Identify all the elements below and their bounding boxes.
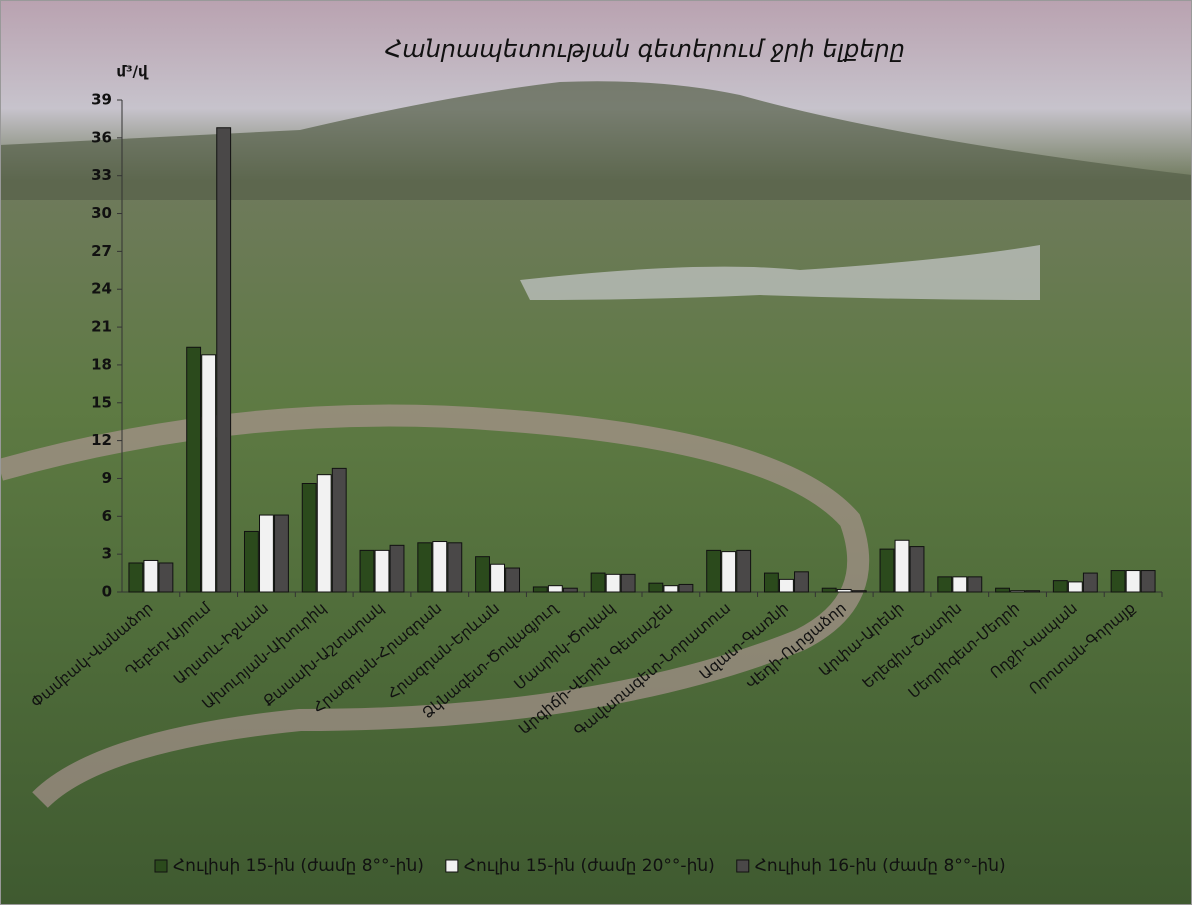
bar: [763, 572, 779, 593]
bar: [1067, 581, 1083, 593]
legend-swatch: [736, 859, 750, 873]
bar: [995, 587, 1010, 593]
bar: [374, 549, 390, 593]
bar: [779, 578, 794, 593]
bar: [937, 576, 953, 593]
legend-swatch: [154, 859, 168, 873]
bar: [1125, 570, 1141, 593]
bar: [128, 562, 144, 593]
y-tick-label: 15: [91, 393, 112, 411]
bar: [547, 585, 563, 593]
bar: [851, 590, 867, 593]
bar: [505, 567, 521, 593]
bar: [475, 556, 490, 593]
bar: [706, 549, 722, 593]
bar: [1010, 590, 1025, 593]
bar: [186, 346, 202, 593]
y-tick-label: 6: [102, 507, 112, 525]
bar: [1082, 572, 1098, 593]
bar: [663, 585, 679, 593]
y-tick-label: 21: [91, 318, 112, 336]
bar: [259, 514, 274, 593]
lake: [520, 245, 1040, 300]
bar: [331, 467, 347, 593]
bar: [590, 572, 606, 593]
bar: [389, 544, 405, 593]
y-tick-label: 18: [91, 355, 112, 373]
bar: [821, 587, 837, 593]
bar: [143, 559, 159, 593]
bar: [678, 583, 694, 593]
bar: [447, 542, 463, 593]
y-tick-label: 9: [102, 469, 112, 487]
bar: [952, 576, 968, 593]
bar: [274, 514, 289, 593]
bar: [967, 576, 983, 593]
bar: [562, 587, 578, 593]
bar: [605, 573, 621, 593]
y-tick-label: 27: [91, 242, 112, 260]
y-tick-label: 36: [91, 128, 112, 146]
bar: [836, 588, 852, 593]
bar: [432, 541, 448, 593]
bar: [1140, 570, 1156, 593]
bar: [532, 586, 548, 593]
y-tick-label: 30: [91, 204, 112, 222]
bar: [417, 542, 433, 593]
bar: [359, 549, 375, 593]
y-tick-label: 39: [91, 91, 112, 109]
bar: [879, 548, 895, 593]
y-tick-label: 3: [102, 545, 112, 563]
mountain: [0, 81, 1192, 200]
bar: [1110, 570, 1126, 593]
bar: [243, 530, 259, 593]
bar: [794, 571, 809, 593]
legend-label: Հուլիսի 16-ին (ժամը 8°°-ին): [755, 856, 1006, 876]
legend: Հուլիսի 15-ին (ժամը 8°°-ին) Հուլիս 15-ին …: [154, 856, 1006, 876]
bar: [648, 582, 664, 593]
bar: [1052, 580, 1068, 593]
y-tick-label: 12: [91, 431, 112, 449]
bar: [301, 483, 317, 593]
bar: [721, 551, 737, 593]
y-tick-label: 0: [102, 583, 112, 601]
river: [0, 404, 870, 808]
bar: [316, 474, 332, 593]
chart-title: Հանրապետության գետերում ջրի ելքերը: [385, 35, 905, 63]
y-tick-label: 24: [91, 280, 112, 298]
legend-label: Հուլիս 15-ին (ժամը 20°°-ին): [464, 856, 715, 876]
bar: [909, 546, 925, 593]
bar: [620, 573, 636, 593]
bar: [158, 562, 174, 593]
bar: [201, 354, 217, 593]
legend-label: Հուլիսի 15-ին (ժամը 8°°-ին): [173, 856, 424, 876]
y-tick-label: 33: [91, 166, 112, 184]
bar: [216, 127, 232, 593]
legend-swatch: [445, 859, 459, 873]
bar: [894, 539, 910, 593]
bar: [736, 549, 752, 593]
bar: [490, 563, 505, 593]
bar: [1025, 590, 1041, 593]
y-axis-label: մ³/վ: [116, 63, 149, 81]
